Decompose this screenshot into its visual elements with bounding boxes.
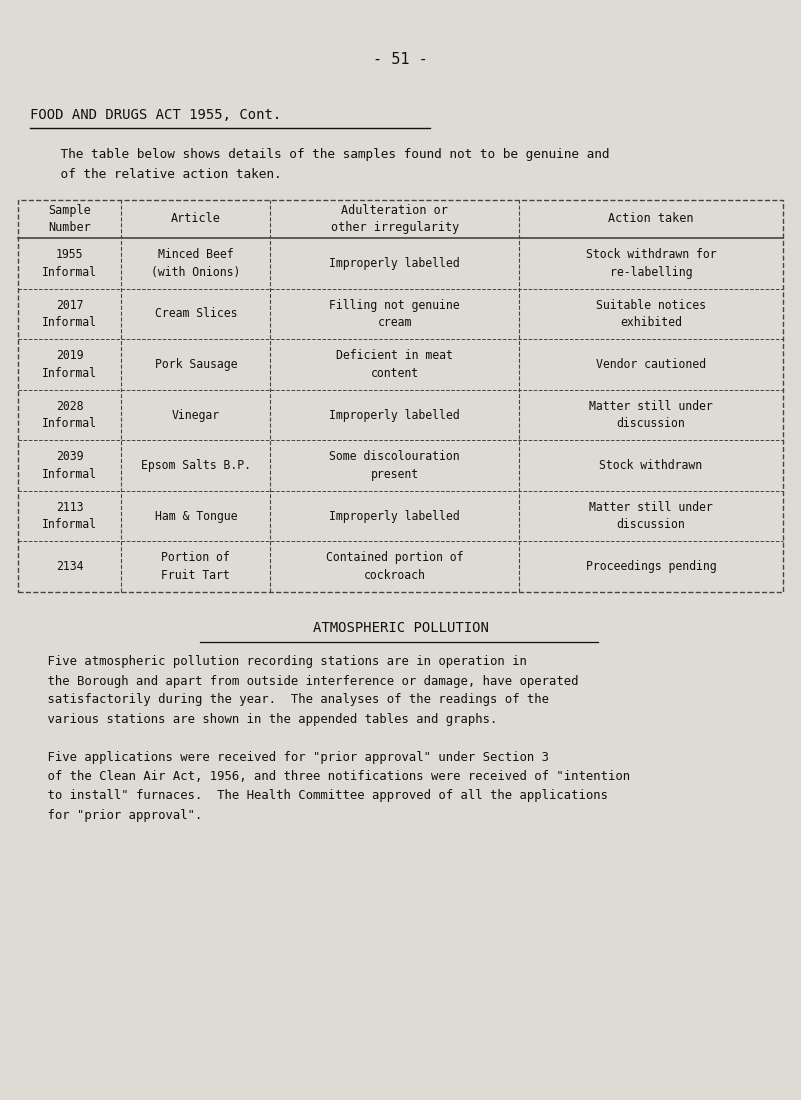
- Text: The table below shows details of the samples found not to be genuine and: The table below shows details of the sam…: [30, 148, 610, 162]
- Text: FOOD AND DRUGS ACT 1955, Cont.: FOOD AND DRUGS ACT 1955, Cont.: [30, 108, 281, 122]
- Text: Five applications were received for "prior approval" under Section 3: Five applications were received for "pri…: [18, 751, 549, 764]
- Text: 1955
Informal: 1955 Informal: [42, 248, 97, 278]
- Text: 2039
Informal: 2039 Informal: [42, 450, 97, 481]
- Text: 2113
Informal: 2113 Informal: [42, 500, 97, 531]
- Text: Some discolouration
present: Some discolouration present: [329, 450, 460, 481]
- Text: Epsom Salts B.P.: Epsom Salts B.P.: [141, 459, 251, 472]
- Text: the Borough and apart from outside interference or damage, have operated: the Borough and apart from outside inter…: [18, 674, 578, 688]
- Text: Matter still under
discussion: Matter still under discussion: [590, 500, 713, 531]
- Text: of the Clean Air Act, 1956, and three notifications were received of "intention: of the Clean Air Act, 1956, and three no…: [18, 770, 630, 783]
- Text: of the relative action taken.: of the relative action taken.: [30, 168, 282, 182]
- Text: Vendor cautioned: Vendor cautioned: [596, 358, 706, 371]
- Text: Improperly labelled: Improperly labelled: [329, 509, 460, 522]
- Text: Pork Sausage: Pork Sausage: [155, 358, 237, 371]
- Text: Matter still under
discussion: Matter still under discussion: [590, 399, 713, 430]
- Text: Contained portion of
cockroach: Contained portion of cockroach: [326, 551, 464, 582]
- Text: Ham & Tongue: Ham & Tongue: [155, 509, 237, 522]
- Text: to install" furnaces.  The Health Committee approved of all the applications: to install" furnaces. The Health Committ…: [18, 790, 608, 803]
- Text: various stations are shown in the appended tables and graphs.: various stations are shown in the append…: [18, 713, 497, 726]
- Text: 2019
Informal: 2019 Informal: [42, 349, 97, 379]
- Text: Action taken: Action taken: [608, 212, 694, 226]
- Text: Suitable notices
exhibited: Suitable notices exhibited: [596, 298, 706, 329]
- Text: - 51 -: - 51 -: [373, 53, 428, 67]
- Text: Adulteration or
other irregularity: Adulteration or other irregularity: [331, 204, 459, 234]
- Text: Minced Beef
(with Onions): Minced Beef (with Onions): [151, 248, 240, 278]
- Text: Cream Slices: Cream Slices: [155, 307, 237, 320]
- Text: Five atmospheric pollution recording stations are in operation in: Five atmospheric pollution recording sta…: [18, 656, 527, 669]
- Text: Improperly labelled: Improperly labelled: [329, 256, 460, 270]
- Text: Filling not genuine
cream: Filling not genuine cream: [329, 298, 460, 329]
- Text: 2134: 2134: [56, 560, 83, 573]
- Text: Article: Article: [171, 212, 221, 226]
- Text: Sample
Number: Sample Number: [48, 204, 91, 234]
- Text: Stock withdrawn for
re-labelling: Stock withdrawn for re-labelling: [586, 248, 716, 278]
- Text: Vinegar: Vinegar: [171, 408, 220, 421]
- Text: Proceedings pending: Proceedings pending: [586, 560, 716, 573]
- Text: 2017
Informal: 2017 Informal: [42, 298, 97, 329]
- Text: Deficient in meat
content: Deficient in meat content: [336, 349, 453, 379]
- Text: 2028
Informal: 2028 Informal: [42, 399, 97, 430]
- Text: for "prior approval".: for "prior approval".: [18, 808, 203, 822]
- Text: satisfactorily during the year.  The analyses of the readings of the: satisfactorily during the year. The anal…: [18, 693, 549, 706]
- Text: Improperly labelled: Improperly labelled: [329, 408, 460, 421]
- Text: Portion of
Fruit Tart: Portion of Fruit Tart: [162, 551, 230, 582]
- Text: ATMOSPHERIC POLLUTION: ATMOSPHERIC POLLUTION: [312, 621, 489, 635]
- Text: Stock withdrawn: Stock withdrawn: [599, 459, 702, 472]
- Bar: [18, 200, 783, 592]
